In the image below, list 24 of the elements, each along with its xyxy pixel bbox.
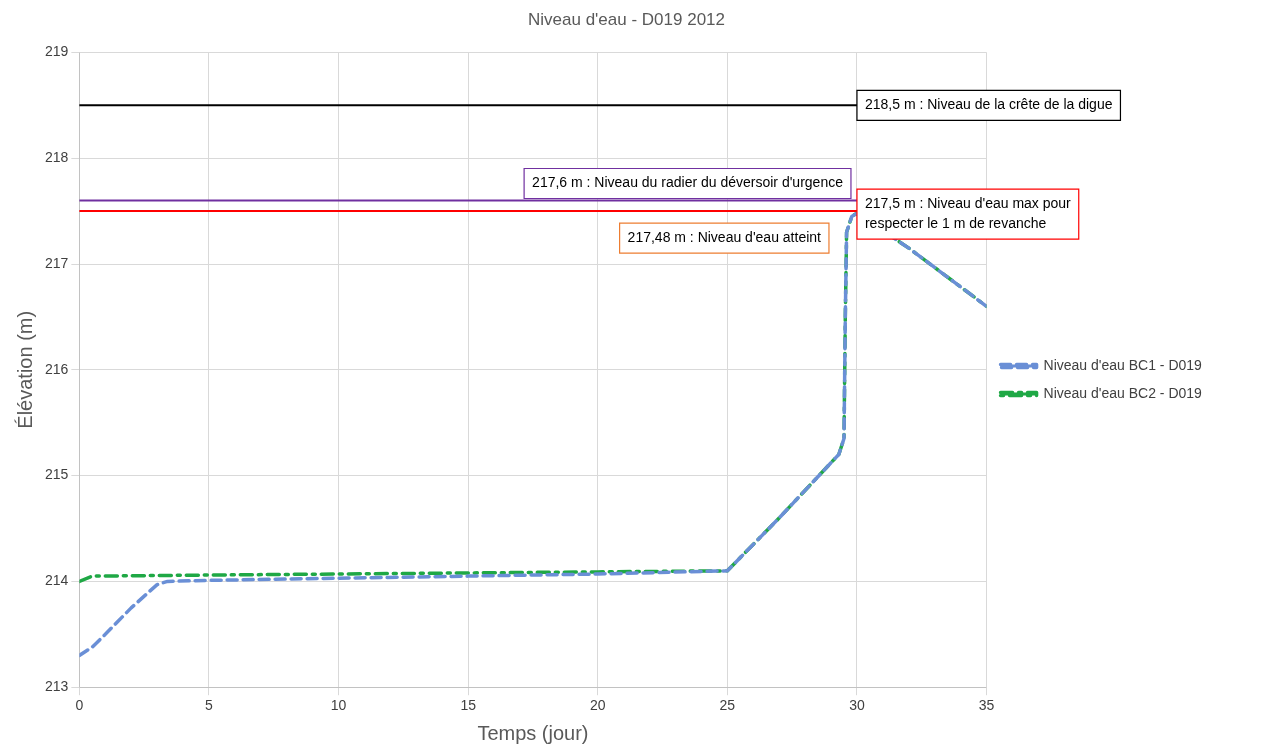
x-tick-label: 5 — [205, 697, 214, 714]
y-axis-title: Élévation (m) — [13, 310, 36, 429]
annotation: 217,48 m : Niveau d'eau atteint — [627, 229, 822, 246]
y-tick-label: 217 — [45, 254, 69, 271]
x-tick-label: 0 — [75, 697, 84, 714]
ref-line-label: 218,5 m : Niveau de la crête de la digue — [864, 96, 1113, 113]
ref-line-label: 217,6 m : Niveau du radier du déversoir d'urgence — [532, 174, 844, 191]
x-tick-label: 10 — [330, 697, 347, 714]
y-tick-label: 214 — [45, 572, 69, 589]
x-axis-title: Temps (jour) — [477, 721, 589, 744]
legend-label: Niveau d'eau BC1 - D019 — [1043, 356, 1233, 373]
x-tick-label: 25 — [719, 697, 736, 714]
legend-label: Niveau d'eau BC2 - D019 — [1043, 384, 1233, 401]
x-tick-label: 35 — [978, 697, 995, 714]
y-tick-label: 215 — [45, 466, 69, 483]
y-tick-label: 216 — [45, 360, 69, 377]
chart-title: Niveau d'eau - D019 2012 — [528, 9, 725, 29]
y-tick-label: 219 — [45, 43, 69, 60]
x-tick-label: 20 — [589, 697, 606, 714]
ref-line-label: 217,5 m : Niveau d'eau max pour respecter le 1 m de revanche — [864, 194, 1072, 231]
x-tick-label: 15 — [460, 697, 477, 714]
y-tick-label: 218 — [45, 149, 69, 166]
x-tick-label: 30 — [849, 697, 865, 714]
y-tick-label: 213 — [45, 678, 69, 695]
